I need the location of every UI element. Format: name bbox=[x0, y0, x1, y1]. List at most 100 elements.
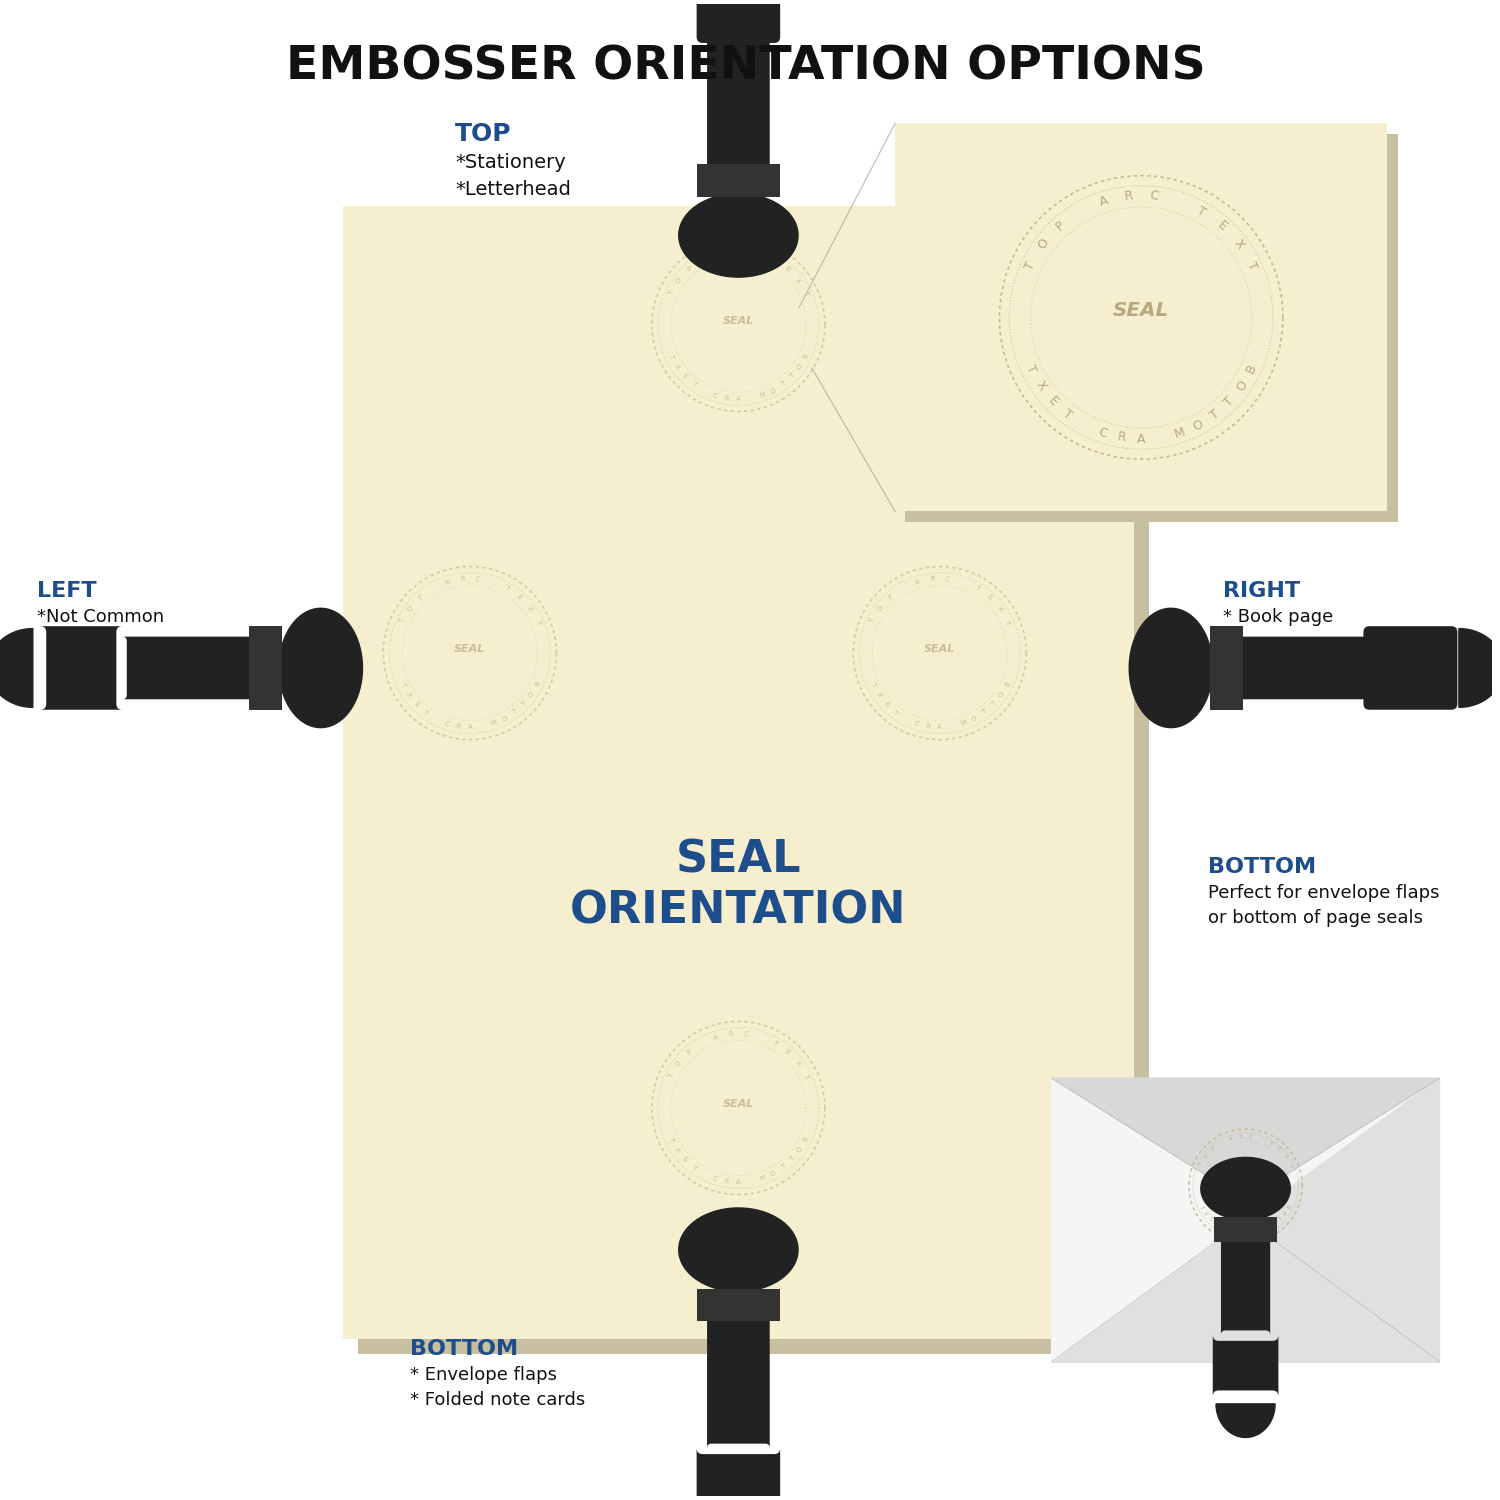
Text: P: P bbox=[686, 1048, 693, 1056]
Text: E: E bbox=[986, 594, 993, 602]
Text: X: X bbox=[794, 276, 802, 284]
Text: T: T bbox=[1023, 260, 1038, 272]
Text: B: B bbox=[1004, 681, 1011, 688]
Text: RIGHT: RIGHT bbox=[1222, 580, 1300, 602]
Text: A: A bbox=[468, 724, 472, 730]
Text: EMBOSSER ORIENTATION OPTIONS: EMBOSSER ORIENTATION OPTIONS bbox=[286, 45, 1206, 90]
FancyBboxPatch shape bbox=[706, 33, 770, 176]
Text: B: B bbox=[534, 681, 542, 688]
Polygon shape bbox=[680, 1208, 798, 1292]
Text: E: E bbox=[1215, 219, 1228, 234]
Text: O: O bbox=[796, 363, 804, 370]
Text: BOTTOM: BOTTOM bbox=[410, 1338, 519, 1359]
FancyBboxPatch shape bbox=[344, 206, 1134, 1340]
Text: SEAL: SEAL bbox=[454, 644, 486, 654]
FancyBboxPatch shape bbox=[696, 0, 780, 44]
Text: SEAL: SEAL bbox=[723, 315, 754, 326]
Text: T: T bbox=[399, 681, 406, 687]
Text: O: O bbox=[998, 692, 1005, 699]
Text: SEAL: SEAL bbox=[1234, 1179, 1257, 1188]
Text: X: X bbox=[674, 1146, 681, 1154]
FancyBboxPatch shape bbox=[706, 1314, 770, 1448]
Text: O: O bbox=[970, 716, 978, 723]
Text: T: T bbox=[1198, 1204, 1204, 1209]
Text: X: X bbox=[874, 692, 882, 699]
Text: T: T bbox=[512, 708, 519, 716]
FancyBboxPatch shape bbox=[906, 134, 1398, 522]
Text: O: O bbox=[528, 692, 536, 699]
Text: *Not Common: *Not Common bbox=[38, 609, 165, 627]
Text: T: T bbox=[1214, 1222, 1219, 1227]
Text: C: C bbox=[711, 1174, 718, 1182]
Text: O: O bbox=[770, 1170, 777, 1178]
Text: T: T bbox=[772, 256, 778, 264]
Text: T: T bbox=[780, 381, 788, 388]
Text: T: T bbox=[802, 290, 810, 297]
Text: T: T bbox=[690, 1164, 698, 1172]
Text: R: R bbox=[926, 723, 930, 730]
Text: * Book page: * Book page bbox=[1222, 609, 1334, 627]
Text: X: X bbox=[405, 692, 412, 699]
Text: A: A bbox=[914, 579, 921, 585]
Text: O: O bbox=[1266, 1226, 1270, 1232]
Text: T: T bbox=[802, 1074, 810, 1080]
FancyBboxPatch shape bbox=[1230, 636, 1374, 699]
Text: R: R bbox=[1124, 189, 1134, 202]
Polygon shape bbox=[1052, 1220, 1440, 1362]
Text: TOP: TOP bbox=[454, 122, 512, 146]
Text: T: T bbox=[1060, 406, 1074, 422]
FancyBboxPatch shape bbox=[1214, 1216, 1276, 1242]
Text: T: T bbox=[1208, 406, 1222, 422]
Text: R: R bbox=[1116, 430, 1126, 445]
Text: T: T bbox=[668, 1074, 675, 1080]
Text: *Stationery
*Letterhead: *Stationery *Letterhead bbox=[454, 153, 572, 200]
Text: T: T bbox=[1272, 1222, 1278, 1227]
Text: T: T bbox=[1287, 1162, 1293, 1167]
Text: T: T bbox=[990, 700, 998, 708]
Text: M: M bbox=[1258, 1228, 1264, 1234]
Text: B: B bbox=[1244, 363, 1260, 375]
Text: X: X bbox=[794, 1059, 802, 1066]
Text: T: T bbox=[1278, 1216, 1284, 1222]
Text: A: A bbox=[444, 579, 450, 585]
FancyBboxPatch shape bbox=[358, 220, 1149, 1354]
Text: C: C bbox=[945, 576, 950, 582]
Text: C: C bbox=[1248, 1134, 1252, 1140]
Text: C: C bbox=[1227, 1228, 1233, 1234]
Text: A: A bbox=[1098, 194, 1110, 208]
Text: R: R bbox=[1239, 1134, 1242, 1140]
Text: T: T bbox=[534, 618, 542, 626]
Text: T: T bbox=[668, 290, 675, 297]
Text: O: O bbox=[1233, 378, 1250, 394]
Polygon shape bbox=[1130, 609, 1214, 728]
Text: X: X bbox=[525, 604, 534, 612]
Text: C: C bbox=[476, 576, 480, 582]
Text: T: T bbox=[868, 681, 876, 687]
Text: R: R bbox=[459, 576, 465, 582]
Text: A: A bbox=[712, 1034, 718, 1041]
Text: P: P bbox=[1053, 219, 1068, 234]
Text: O: O bbox=[406, 604, 414, 612]
Polygon shape bbox=[1245, 1078, 1440, 1362]
Text: E: E bbox=[882, 700, 890, 708]
Text: E: E bbox=[784, 266, 790, 273]
Text: A: A bbox=[736, 1179, 741, 1185]
Text: O: O bbox=[675, 276, 682, 284]
Text: P: P bbox=[686, 266, 693, 273]
Text: T: T bbox=[1268, 1140, 1272, 1146]
Text: E: E bbox=[413, 700, 420, 708]
Text: P: P bbox=[1210, 1146, 1216, 1152]
Text: T: T bbox=[789, 372, 796, 380]
FancyBboxPatch shape bbox=[40, 626, 123, 710]
Text: T: T bbox=[981, 708, 988, 716]
Polygon shape bbox=[1202, 1158, 1290, 1220]
Text: E: E bbox=[681, 1155, 688, 1162]
Text: R: R bbox=[454, 723, 460, 730]
Polygon shape bbox=[1460, 628, 1500, 708]
Text: B: B bbox=[802, 1136, 810, 1143]
Text: O: O bbox=[1191, 417, 1206, 434]
Text: A: A bbox=[712, 251, 718, 258]
Text: M: M bbox=[759, 1174, 766, 1182]
Text: M: M bbox=[1173, 424, 1186, 441]
Text: SEAL
ORIENTATION: SEAL ORIENTATION bbox=[570, 839, 906, 933]
